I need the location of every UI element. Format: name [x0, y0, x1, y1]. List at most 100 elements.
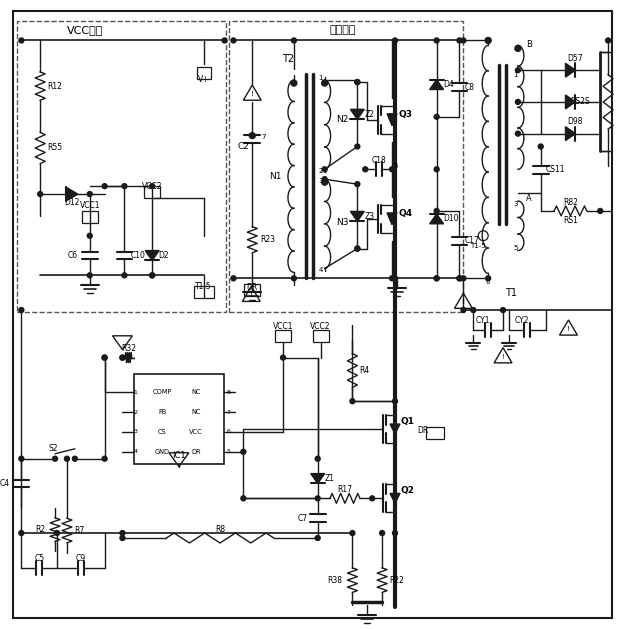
- Text: 7: 7: [226, 409, 231, 415]
- Text: FB: FB: [158, 409, 166, 415]
- Text: R4: R4: [360, 366, 370, 375]
- Text: 6: 6: [226, 430, 231, 435]
- Circle shape: [19, 38, 24, 43]
- Circle shape: [122, 184, 127, 189]
- Text: GND: GND: [154, 448, 170, 455]
- Circle shape: [598, 208, 603, 213]
- Text: T1.5: T1.5: [195, 282, 212, 291]
- Text: VCC: VCC: [189, 429, 203, 435]
- Circle shape: [392, 38, 397, 43]
- Bar: [82, 211, 98, 223]
- Text: R22: R22: [389, 576, 404, 584]
- Text: VCC1: VCC1: [79, 201, 100, 211]
- Circle shape: [457, 276, 462, 281]
- Circle shape: [87, 273, 92, 278]
- Circle shape: [291, 80, 297, 86]
- Text: 7: 7: [261, 133, 265, 140]
- Polygon shape: [350, 211, 365, 221]
- Text: D10: D10: [443, 214, 459, 223]
- Text: T2: T2: [282, 54, 294, 64]
- Circle shape: [120, 535, 125, 540]
- Text: S2: S2: [48, 444, 58, 454]
- Circle shape: [53, 456, 58, 461]
- Circle shape: [55, 531, 60, 535]
- Text: R17: R17: [337, 485, 352, 494]
- Circle shape: [64, 456, 69, 461]
- Text: R7: R7: [74, 526, 84, 535]
- Polygon shape: [390, 493, 400, 503]
- Text: Z1: Z1: [325, 474, 335, 483]
- Circle shape: [471, 308, 476, 313]
- Text: DR: DR: [247, 283, 258, 292]
- Circle shape: [322, 179, 327, 185]
- Bar: [144, 186, 160, 198]
- Polygon shape: [430, 214, 443, 224]
- Circle shape: [102, 355, 107, 360]
- Text: R8: R8: [215, 525, 225, 533]
- Text: Q3: Q3: [399, 110, 413, 120]
- Circle shape: [363, 167, 368, 172]
- Text: Q2: Q2: [401, 486, 415, 495]
- Text: 1: 1: [514, 72, 518, 78]
- Circle shape: [149, 273, 154, 278]
- Text: NC: NC: [191, 389, 200, 395]
- Circle shape: [515, 131, 520, 136]
- Circle shape: [461, 276, 466, 281]
- Circle shape: [231, 38, 236, 43]
- Bar: [426, 427, 443, 439]
- Circle shape: [434, 276, 439, 281]
- Circle shape: [322, 167, 327, 172]
- Text: R12: R12: [47, 82, 62, 91]
- Text: 4: 4: [133, 449, 137, 454]
- Circle shape: [434, 276, 439, 281]
- Circle shape: [87, 192, 92, 196]
- Text: CY2: CY2: [515, 316, 529, 325]
- Circle shape: [606, 38, 611, 43]
- Text: C10: C10: [130, 251, 145, 260]
- Text: C6: C6: [68, 251, 78, 260]
- Circle shape: [389, 276, 394, 281]
- Circle shape: [355, 144, 360, 149]
- Text: N3: N3: [336, 218, 348, 227]
- Text: D4: D4: [443, 80, 454, 89]
- Polygon shape: [430, 80, 443, 89]
- Circle shape: [355, 246, 360, 251]
- Text: D57: D57: [567, 54, 583, 63]
- Text: 1: 1: [133, 390, 137, 395]
- Text: A: A: [526, 194, 532, 203]
- Circle shape: [538, 144, 543, 149]
- Circle shape: [392, 276, 397, 281]
- Polygon shape: [145, 250, 159, 260]
- Bar: [17, 21, 226, 312]
- Circle shape: [19, 308, 24, 313]
- Text: 4: 4: [319, 267, 323, 274]
- Circle shape: [461, 308, 466, 313]
- Bar: [135, 374, 224, 464]
- Text: VCC1: VCC1: [273, 323, 293, 331]
- Bar: [197, 67, 211, 79]
- Text: R38: R38: [327, 576, 342, 584]
- Bar: [194, 286, 214, 298]
- Circle shape: [291, 38, 296, 43]
- Text: IC1: IC1: [172, 451, 186, 460]
- Text: 3: 3: [133, 430, 137, 435]
- Text: !: !: [462, 299, 465, 305]
- Circle shape: [434, 38, 439, 43]
- Text: VCC供电: VCC供电: [66, 25, 103, 35]
- Text: C9: C9: [76, 554, 86, 564]
- Circle shape: [149, 184, 154, 189]
- Polygon shape: [565, 95, 575, 109]
- Circle shape: [231, 276, 236, 281]
- Circle shape: [515, 68, 520, 73]
- Text: C5: C5: [34, 554, 44, 564]
- Text: Q4: Q4: [399, 209, 413, 218]
- Text: C17: C17: [464, 236, 479, 245]
- Circle shape: [485, 276, 490, 281]
- Circle shape: [19, 456, 24, 461]
- Circle shape: [149, 273, 154, 278]
- Text: !: !: [502, 353, 505, 360]
- Text: R55: R55: [47, 143, 62, 152]
- Circle shape: [457, 38, 462, 43]
- Text: T1-5: T1-5: [471, 243, 486, 248]
- Bar: [312, 330, 329, 342]
